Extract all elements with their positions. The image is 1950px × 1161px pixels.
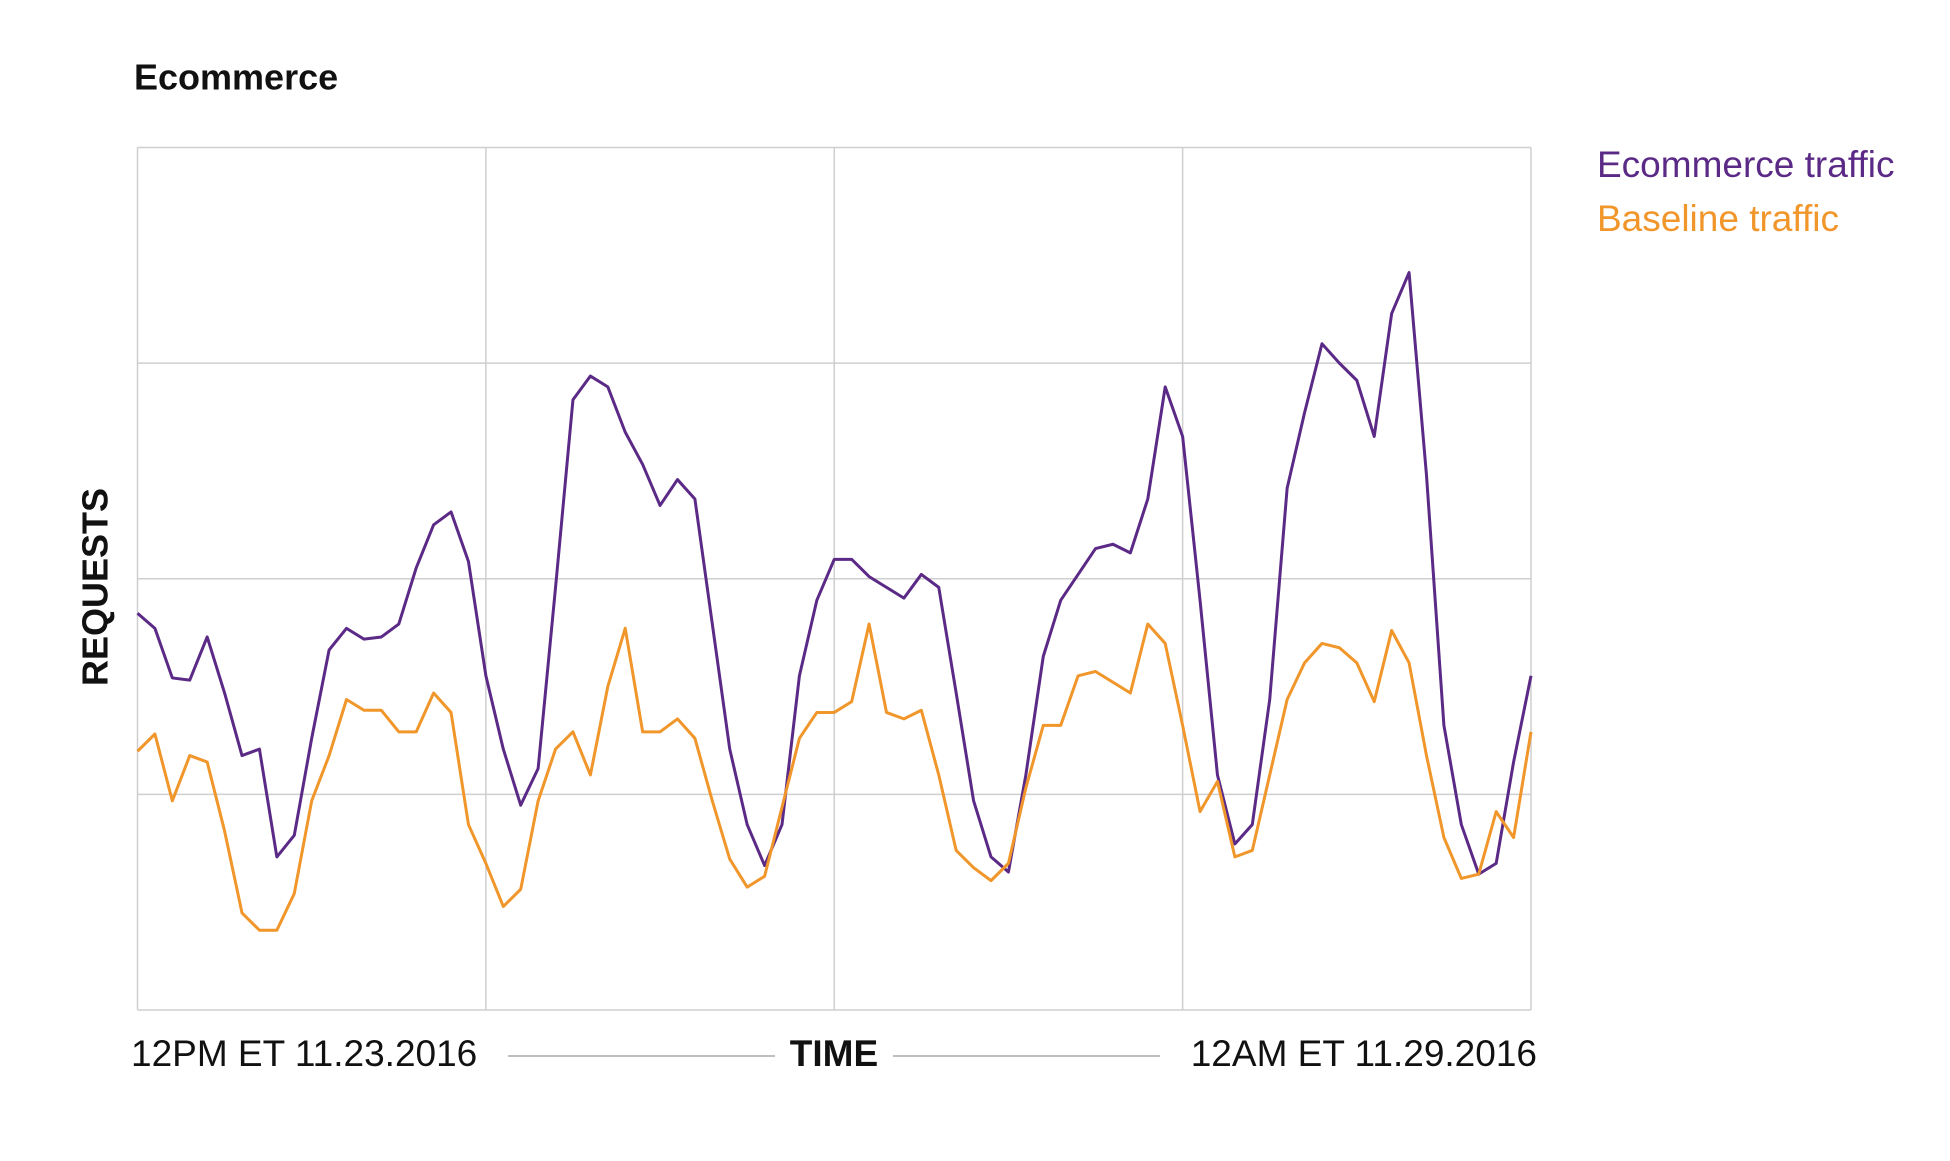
x-start-label: 12PM ET 11.23.2016 (131, 1033, 477, 1074)
series-line (136, 622, 1533, 932)
x-axis-label: TIME (790, 1033, 878, 1074)
chart-title: Ecommerce (134, 57, 338, 98)
legend-entry: Ecommerce traffic (1597, 144, 1894, 185)
series-line (136, 271, 1533, 876)
legend-entry: Baseline traffic (1597, 198, 1839, 239)
y-axis-label: REQUESTS (75, 488, 116, 686)
x-end-label: 12AM ET 11.29.2016 (1191, 1033, 1537, 1074)
